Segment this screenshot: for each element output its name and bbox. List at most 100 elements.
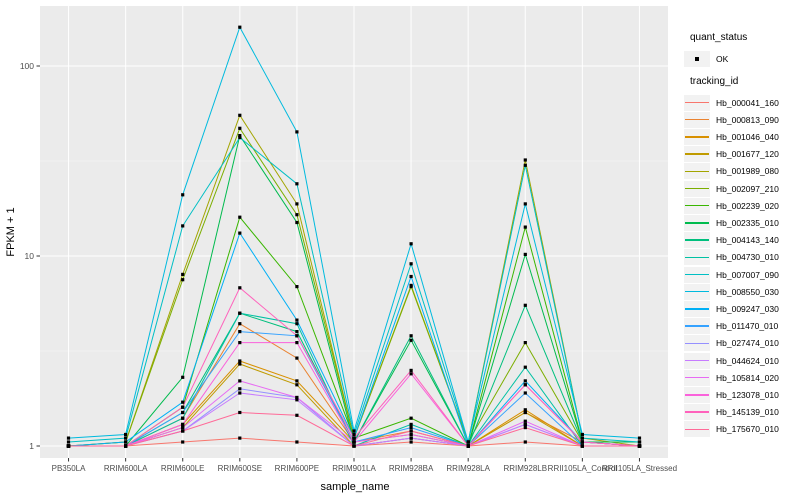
- data-point: [523, 422, 527, 426]
- legend-key-line-icon: [684, 232, 710, 249]
- legend-key-line-icon: [684, 404, 710, 421]
- legend-item-Hb_175670_010: Hb_175670_010: [684, 421, 779, 438]
- data-point: [181, 193, 185, 197]
- data-point: [352, 444, 356, 448]
- legend-key-line-icon: [684, 335, 710, 352]
- legend-item-Hb_145139_010: Hb_145139_010: [684, 404, 779, 421]
- legend-key-line-icon: [684, 318, 710, 335]
- data-point: [295, 318, 299, 322]
- legend-key-line-icon: [684, 352, 710, 369]
- legend-item-Hb_123078_010: Hb_123078_010: [684, 386, 779, 403]
- data-point: [181, 426, 185, 430]
- legend-item-label: Hb_044624_010: [716, 355, 779, 366]
- legend-item-Hb_004143_140: Hb_004143_140: [684, 232, 779, 249]
- data-point: [238, 387, 242, 391]
- data-point: [523, 391, 527, 395]
- data-point: [523, 419, 527, 423]
- x-tick-label-PB350LA: PB350LA: [51, 464, 86, 473]
- legend-key-line-icon: [684, 214, 710, 231]
- data-point: [409, 274, 413, 279]
- data-point: [124, 444, 128, 448]
- data-point: [295, 220, 299, 225]
- data-point: [238, 330, 242, 334]
- data-point: [523, 163, 527, 167]
- x-tick-label-RRIM928BA: RRIM928BA: [388, 464, 434, 473]
- legend-item-label: Hb_027474_010: [716, 338, 779, 349]
- legend-item-label: Hb_001989_080: [716, 166, 779, 177]
- legend-key-line-icon: [684, 283, 710, 300]
- legend-key-line-icon: [684, 197, 710, 214]
- data-point: [181, 375, 185, 379]
- legend-item-label: Hb_008550_030: [716, 286, 779, 297]
- data-point: [295, 440, 299, 444]
- x-tick-label-RRIM600PE: RRIM600PE: [274, 464, 320, 473]
- data-point: [295, 182, 299, 186]
- data-point: [523, 440, 527, 444]
- data-point: [295, 322, 299, 326]
- data-point: [409, 372, 413, 376]
- data-point: [352, 436, 356, 440]
- data-point: [409, 416, 413, 420]
- x-tick-label-RRII105LA_Control: RRII105LA_Control: [547, 464, 618, 473]
- legend-item-label: Hb_001046_040: [716, 131, 779, 142]
- data-point: [352, 440, 356, 444]
- legend-key-line-icon: [684, 163, 710, 180]
- legend-key-line-icon: [684, 249, 710, 266]
- data-point: [238, 322, 242, 326]
- x-tick-label-RRIM928LB: RRIM928LB: [503, 464, 548, 473]
- data-point: [409, 368, 413, 372]
- data-point: [238, 341, 242, 345]
- data-point: [295, 130, 299, 134]
- data-point: [466, 440, 470, 444]
- data-point: [295, 398, 299, 402]
- data-point: [637, 440, 642, 444]
- legend-item-label: Hb_145139_010: [716, 407, 779, 418]
- data-point: [181, 416, 185, 420]
- data-point: [238, 286, 242, 290]
- legend-key-line-icon: [684, 386, 710, 403]
- data-point: [523, 408, 527, 412]
- y-tick-label: 1: [29, 441, 34, 451]
- x-tick-label-RRII105LA_Stressed: RRII105LA_Stressed: [601, 464, 678, 473]
- data-point: [238, 215, 242, 219]
- data-point: [523, 225, 527, 229]
- legend-item-Hb_001677_120: Hb_001677_120: [684, 146, 779, 163]
- data-point: [523, 341, 527, 345]
- data-point: [523, 158, 527, 162]
- legend-key-line-icon: [684, 146, 710, 163]
- legend-item-label: Hb_175670_010: [716, 424, 779, 435]
- data-point: [295, 213, 299, 217]
- legend-item-label: Hb_123078_010: [716, 389, 779, 400]
- x-tick-label-RRIM901LA: RRIM901LA: [332, 464, 376, 473]
- data-point: [580, 444, 584, 448]
- legend-item-Hb_002335_010: Hb_002335_010: [684, 214, 779, 231]
- legend-item-Hb_007007_090: Hb_007007_090: [684, 266, 779, 283]
- data-point: [181, 440, 185, 444]
- data-point: [238, 25, 242, 29]
- data-point: [352, 429, 356, 433]
- data-point: [637, 444, 642, 448]
- legend-item-Hb_000813_090: Hb_000813_090: [684, 111, 779, 128]
- legend-item-label: Hb_002239_020: [716, 200, 779, 211]
- data-point: [352, 432, 356, 437]
- legend-item-Hb_001989_080: Hb_001989_080: [684, 163, 779, 180]
- legend-item-Hb_044624_010: Hb_044624_010: [684, 352, 779, 369]
- data-point: [181, 405, 185, 409]
- data-point: [409, 440, 413, 444]
- legend-item-Hb_008550_030: Hb_008550_030: [684, 283, 779, 300]
- data-point: [238, 379, 242, 383]
- legend-item-Hb_000041_160: Hb_000041_160: [684, 94, 779, 111]
- legend-item-Hb_009247_030: Hb_009247_030: [684, 300, 779, 317]
- legend-item-Hb_002097_210: Hb_002097_210: [684, 180, 779, 197]
- legend-item-Hb_004730_010: Hb_004730_010: [684, 249, 779, 266]
- data-point: [409, 334, 413, 338]
- data-point: [238, 359, 242, 363]
- data-point: [66, 444, 71, 448]
- legend-item-label: Hb_004143_140: [716, 235, 779, 246]
- legend-item-label: Hb_105814_020: [716, 372, 779, 383]
- data-point: [181, 429, 185, 433]
- data-point: [523, 202, 527, 206]
- legend-item-label: Hb_004730_010: [716, 252, 779, 263]
- data-point: [409, 426, 413, 430]
